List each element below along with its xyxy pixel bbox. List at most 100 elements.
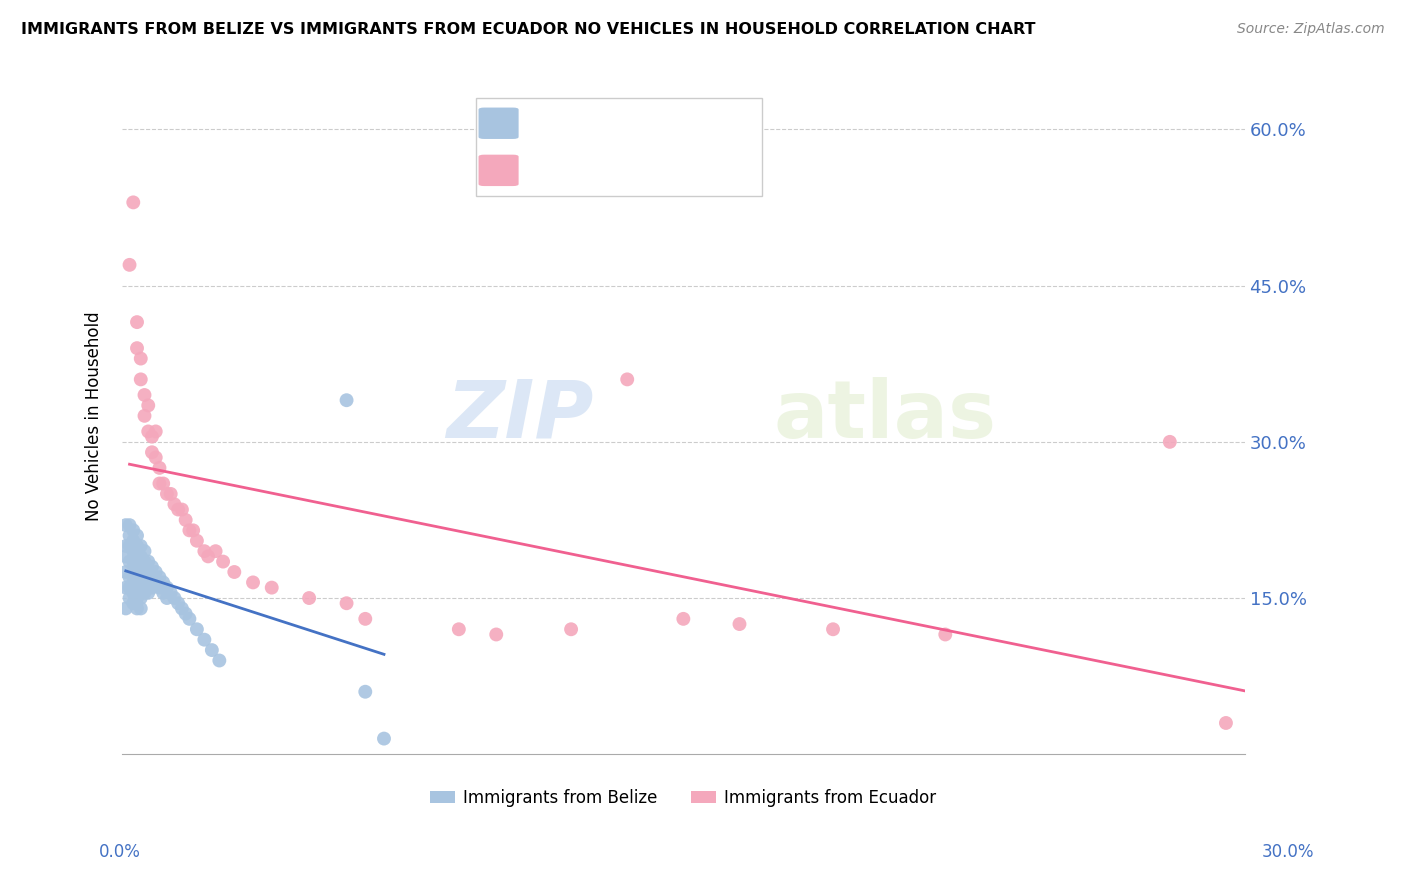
Point — [136, 586, 159, 600]
Point — [163, 591, 186, 605]
Point — [136, 555, 159, 569]
Point — [152, 586, 174, 600]
Point — [186, 622, 208, 636]
Point — [114, 601, 136, 615]
Point — [122, 544, 145, 558]
Point — [129, 581, 152, 595]
Point — [118, 258, 141, 272]
Point — [122, 565, 145, 579]
Point — [114, 565, 136, 579]
Point — [212, 555, 235, 569]
Point — [156, 487, 179, 501]
Legend: Immigrants from Belize, Immigrants from Ecuador: Immigrants from Belize, Immigrants from … — [423, 782, 943, 814]
Point — [616, 372, 638, 386]
Point — [125, 581, 148, 595]
Point — [134, 586, 156, 600]
Point — [242, 575, 264, 590]
Point — [447, 622, 470, 636]
Point — [224, 565, 246, 579]
Point — [122, 555, 145, 569]
Point — [125, 341, 148, 355]
Point — [141, 570, 163, 584]
Point — [145, 565, 167, 579]
Point — [114, 549, 136, 564]
Point — [125, 559, 148, 574]
Point — [728, 617, 751, 632]
Point — [167, 502, 190, 516]
Point — [136, 575, 159, 590]
Point — [159, 487, 181, 501]
Point — [163, 497, 186, 511]
Point — [672, 612, 695, 626]
Point — [1159, 434, 1181, 449]
Point — [193, 632, 215, 647]
Point — [167, 596, 190, 610]
Point — [354, 612, 377, 626]
Point — [122, 533, 145, 548]
Point — [118, 518, 141, 533]
Point — [201, 643, 224, 657]
Point — [335, 596, 357, 610]
Point — [156, 591, 179, 605]
Point — [174, 513, 197, 527]
Text: atlas: atlas — [773, 376, 997, 455]
Point — [373, 731, 395, 746]
Point — [122, 524, 145, 538]
Point — [129, 570, 152, 584]
Point — [118, 528, 141, 542]
Point — [204, 544, 226, 558]
Point — [148, 570, 170, 584]
Text: IMMIGRANTS FROM BELIZE VS IMMIGRANTS FROM ECUADOR NO VEHICLES IN HOUSEHOLD CORRE: IMMIGRANTS FROM BELIZE VS IMMIGRANTS FRO… — [21, 22, 1036, 37]
Point — [141, 559, 163, 574]
Point — [122, 586, 145, 600]
Point — [118, 555, 141, 569]
Point — [260, 581, 283, 595]
Point — [298, 591, 321, 605]
Point — [354, 684, 377, 698]
Point — [118, 539, 141, 553]
Point — [156, 581, 179, 595]
Point — [179, 612, 201, 626]
Point — [122, 195, 145, 210]
Point — [335, 393, 357, 408]
Point — [560, 622, 582, 636]
Point — [148, 581, 170, 595]
Point — [141, 430, 163, 444]
Point — [145, 450, 167, 465]
Point — [152, 476, 174, 491]
Point — [129, 601, 152, 615]
Point — [193, 544, 215, 558]
Point — [129, 539, 152, 553]
Point — [134, 388, 156, 402]
Point — [152, 575, 174, 590]
Point — [485, 627, 508, 641]
Point — [186, 533, 208, 548]
Point — [141, 581, 163, 595]
Point — [129, 372, 152, 386]
Point — [170, 502, 193, 516]
Point — [134, 544, 156, 558]
Point — [125, 570, 148, 584]
Point — [125, 549, 148, 564]
Point — [174, 607, 197, 621]
Point — [145, 575, 167, 590]
Point — [148, 476, 170, 491]
Point — [134, 565, 156, 579]
Text: ZIP: ZIP — [446, 376, 593, 455]
Point — [136, 425, 159, 439]
Point — [134, 555, 156, 569]
Point — [170, 601, 193, 615]
Point — [125, 528, 148, 542]
Point — [125, 601, 148, 615]
Point — [179, 524, 201, 538]
Point — [118, 581, 141, 595]
Point — [122, 596, 145, 610]
Point — [134, 575, 156, 590]
Point — [122, 575, 145, 590]
Point — [136, 565, 159, 579]
Point — [136, 398, 159, 412]
Point — [208, 653, 231, 667]
Point — [114, 518, 136, 533]
Point — [118, 570, 141, 584]
Point — [125, 315, 148, 329]
